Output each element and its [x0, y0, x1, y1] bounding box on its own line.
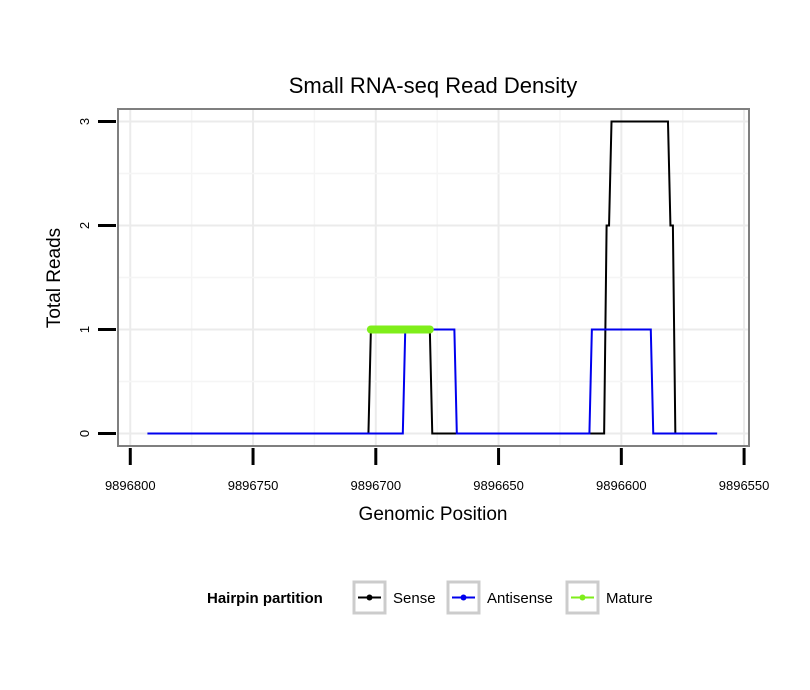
legend-key-sense [352, 580, 387, 615]
y-axis-label: Total Reads [44, 228, 65, 328]
legend-key-mature [565, 580, 600, 615]
legend-label-sense: Sense [393, 590, 436, 607]
x-tick-label: 9896800 [105, 478, 156, 493]
x-tick-label: 9896600 [596, 478, 647, 493]
legend-key-antisense-dot [460, 594, 467, 601]
x-axis-label: Genomic Position [359, 504, 508, 525]
y-axis: 0 1 2 3 [77, 118, 116, 437]
series-layer [147, 120, 718, 435]
x-tick-label: 9896650 [473, 478, 524, 493]
chart-title: Small RNA-seq Read Density [289, 73, 578, 98]
y-tick-label: 0 [77, 430, 92, 437]
x-tick-label: 9896550 [719, 478, 770, 493]
legend-key-sense-dot [366, 594, 373, 601]
legend: Hairpin partition Sense Antisense Mature [207, 580, 653, 615]
legend-key-antisense [446, 580, 481, 615]
x-tick-label: 9896750 [228, 478, 279, 493]
y-tick-label: 2 [77, 222, 92, 229]
legend-key-mature-dot [579, 594, 586, 601]
legend-title: Hairpin partition [207, 590, 323, 607]
grid [118, 109, 749, 446]
legend-label-mature: Mature [606, 590, 653, 607]
y-tick-label: 1 [77, 326, 92, 333]
y-tick-label: 3 [77, 118, 92, 125]
legend-label-antisense: Antisense [487, 590, 553, 607]
series-line-antisense [147, 328, 718, 435]
plot-border [117, 108, 750, 447]
x-tick-label: 9896700 [350, 478, 401, 493]
x-axis: 9896800 9896750 9896700 9896650 9896600 98965… [105, 448, 769, 493]
